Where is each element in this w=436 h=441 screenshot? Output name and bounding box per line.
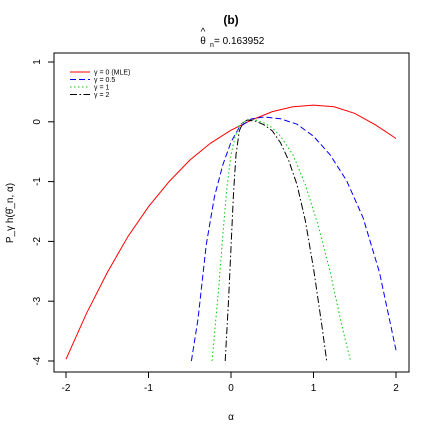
subtitle-value: = 0.163952 <box>214 36 265 47</box>
chart-subtitle: ^ θ n = 0.163952 <box>200 27 265 49</box>
x-tick-label-0: -2 <box>62 383 71 394</box>
legend-label-1: γ = 0.5 <box>94 77 115 84</box>
y-tick-label-2: -2 <box>32 237 43 246</box>
x-tick-label-4: 2 <box>393 383 399 394</box>
chart-title: (b) <box>223 13 238 27</box>
y-tick-label-1: -3 <box>32 296 43 305</box>
legend-label-0: γ = 0 (MLE) <box>94 70 130 77</box>
subtitle-subscript: n <box>210 42 214 49</box>
plot-layer <box>65 104 397 362</box>
x-tick-label-2: 0 <box>228 383 234 394</box>
legend-label-3: γ = 2 <box>94 92 109 99</box>
subtitle-theta: θ <box>200 36 206 47</box>
legend: γ = 0 (MLE)γ = 0.5γ = 1γ = 2 <box>70 70 130 99</box>
plot-frame <box>53 52 410 373</box>
series-line-1 <box>190 116 397 362</box>
subtitle-hat: ^ <box>201 27 206 38</box>
x-tick-label-3: 1 <box>311 383 317 394</box>
series-line-2 <box>211 119 352 362</box>
y-tick-label-4: 0 <box>32 119 43 125</box>
y-tick-label-0: -4 <box>32 356 43 365</box>
x-tick-label-1: -1 <box>144 383 153 394</box>
series-line-3 <box>224 119 328 362</box>
y-tick-label-5: 1 <box>32 59 43 65</box>
series-line-0 <box>65 104 397 360</box>
x-axis-label: α <box>228 412 234 423</box>
legend-label-2: γ = 1 <box>94 85 109 92</box>
y-axis-label: P_γ h(θ̂_n, α) <box>4 183 16 243</box>
y-tick-label-3: -1 <box>32 177 43 186</box>
axes-layer: -2 -1 0 1 2 -4 -3 -2 -1 0 1 <box>32 52 410 394</box>
